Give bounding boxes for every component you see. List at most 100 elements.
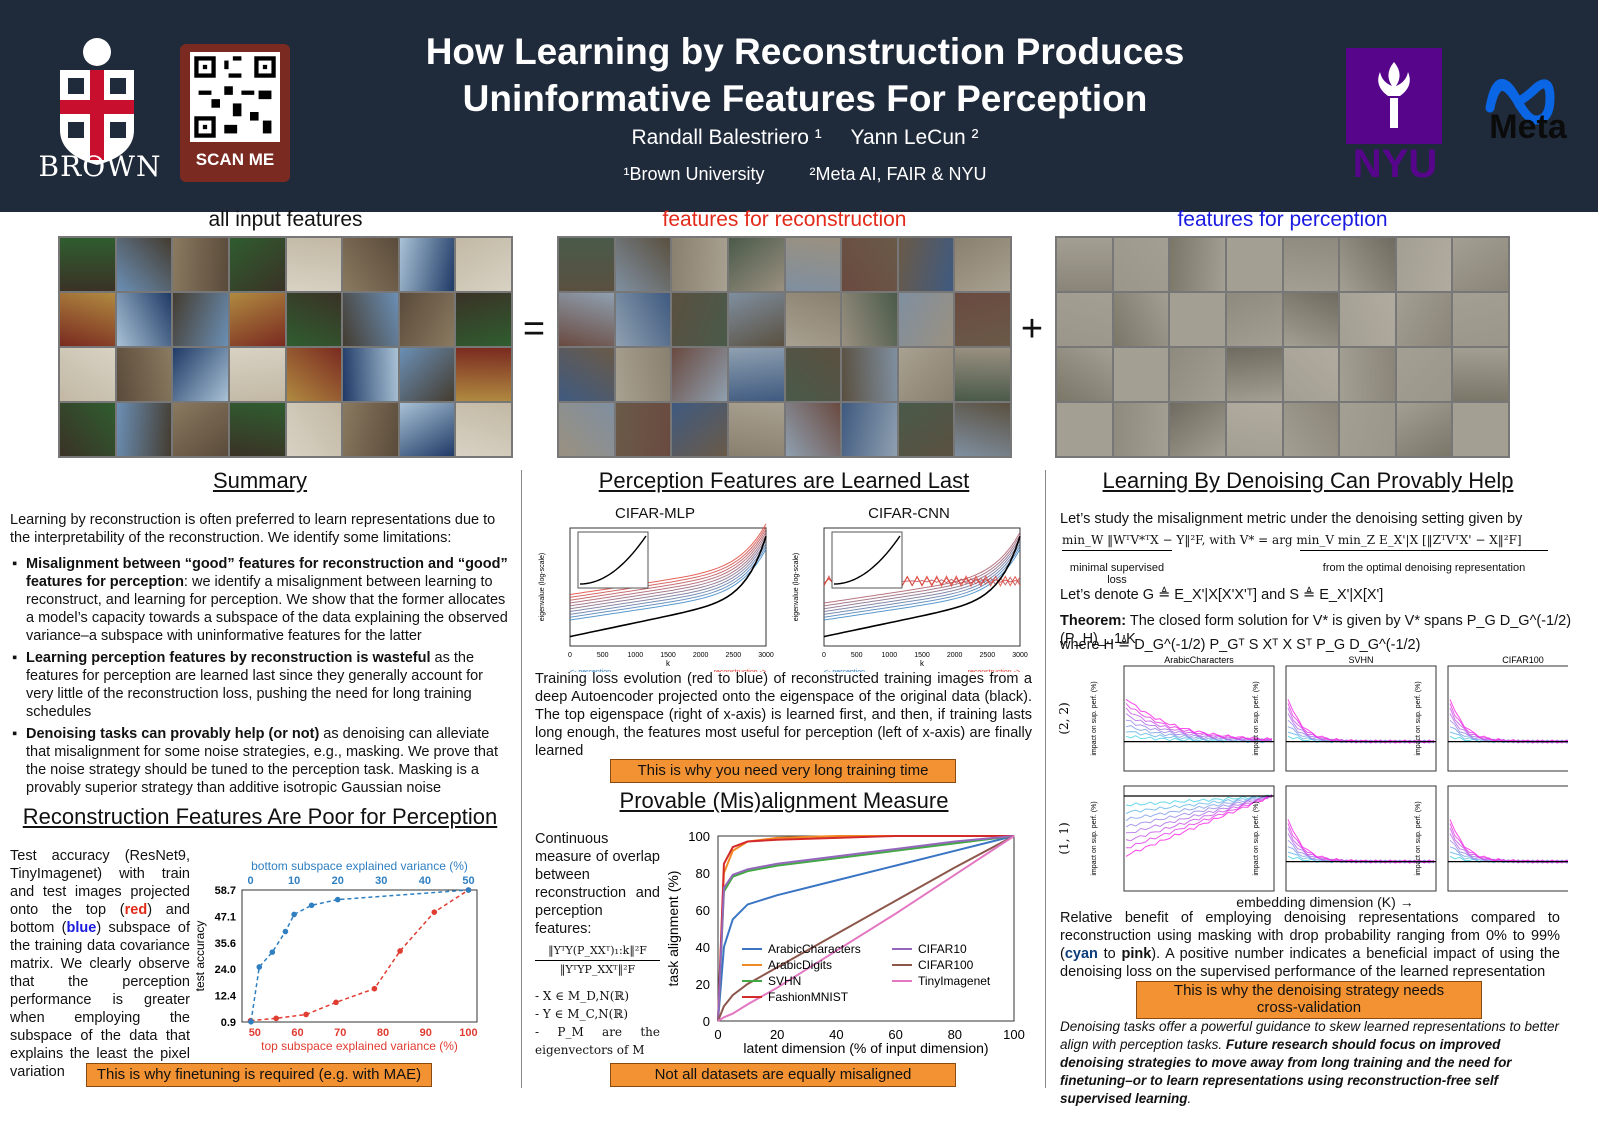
acc-data-point <box>269 949 276 955</box>
theorem-line: Theorem: The closed form solution for V*… <box>1060 613 1572 647</box>
sm-curve <box>1287 819 1435 864</box>
qr-code[interactable]: SCAN ME <box>180 44 290 182</box>
recon-feature-tile <box>785 348 841 401</box>
align-series-line <box>717 835 1015 1022</box>
acc-data-point <box>303 1011 309 1018</box>
percep-feature-tile <box>1170 293 1225 346</box>
misaligned-callout: Not all datasets are equally misaligned <box>610 1063 956 1087</box>
sm-curve <box>1449 707 1568 744</box>
eigen-inset-curve <box>833 535 901 585</box>
recon-feature-tile <box>559 238 614 291</box>
input-image-tile <box>229 293 285 346</box>
acc-data-point <box>371 985 378 992</box>
percep-feature-tile <box>1226 348 1282 401</box>
input-image-tile <box>173 348 228 401</box>
cross-validation-callout: This is why the denoising strategy needs… <box>1136 981 1482 1019</box>
embedding-dim-label: embedding dimension (K) → <box>1236 894 1414 910</box>
acc-data-point <box>431 909 438 915</box>
eigen-x-tick: 500 <box>597 652 609 659</box>
recon-feature-tile <box>955 238 1010 291</box>
eigen-right-hint: reconstruction -> <box>714 669 766 672</box>
recon-feature-tile <box>785 238 841 291</box>
percep-feature-tile <box>1170 238 1225 291</box>
recon-feature-tile <box>672 403 727 456</box>
acc-data-point <box>291 911 297 918</box>
percep-features-grid <box>1055 236 1510 458</box>
recon-feature-tile <box>898 238 954 291</box>
recon-feature-tile <box>842 238 897 291</box>
acc-y-tick: 47.1 <box>215 911 236 923</box>
acc-x-label: top subspace explained variance (%) <box>261 1039 458 1053</box>
sm-column-title: SVHN <box>1348 655 1373 665</box>
acc-x-tick: 80 <box>377 1027 389 1039</box>
summary-body: Learning by reconstruction is often pref… <box>10 511 510 801</box>
input-image-tile <box>399 403 455 456</box>
input-image-tile <box>229 348 285 401</box>
long-training-callout: This is why you need very long training … <box>610 759 956 783</box>
sm-curve <box>1449 827 1568 864</box>
sm-y-label: impact on sup. perf. (%) <box>1253 681 1260 755</box>
eigen-training-curve <box>823 546 1021 618</box>
align-series-line <box>717 835 1015 1022</box>
eigen-x-tick: 1500 <box>660 652 676 659</box>
input-image-tile <box>456 403 511 456</box>
sm-y-label: impact on sup. perf. (%) <box>1091 801 1098 875</box>
affiliation-1: ¹Brown University <box>623 164 765 184</box>
input-image-tile <box>343 403 398 456</box>
recon-feature-tile <box>955 348 1010 401</box>
recon-feature-tile <box>728 293 784 346</box>
input-image-tile <box>399 348 455 401</box>
percep-feature-tile <box>1283 403 1339 456</box>
sm-panel-frame <box>1123 785 1275 892</box>
input-image-tile <box>173 403 228 456</box>
percep-feature-tile <box>1057 293 1112 346</box>
recon-feature-tile <box>955 403 1010 456</box>
input-image-tile <box>343 293 398 346</box>
align-x-tick: 80 <box>948 1027 962 1042</box>
eigen-training-curve <box>569 526 767 598</box>
misalignment-desc: Continuous measure of overlap between re… <box>535 831 660 937</box>
affiliations: ¹Brown University ²Meta AI, FAIR & NYU <box>330 164 1280 185</box>
align-series-line <box>717 835 1015 1022</box>
acc-x2-tick: 0 <box>247 875 253 887</box>
align-x-tick: 100 <box>1003 1027 1025 1042</box>
legend-label: ArabicCharacters <box>768 942 861 956</box>
eigen-training-curve <box>569 529 767 601</box>
eigen-x-tick: 2000 <box>693 652 709 659</box>
eigen-plot-frame <box>823 527 1021 647</box>
recon-feature-tile <box>842 293 897 346</box>
eigen-x-tick: 0 <box>822 652 826 659</box>
acc-y-tick: 0.9 <box>221 1017 236 1029</box>
input-image-tile <box>173 293 228 346</box>
percep-feature-tile <box>1057 348 1112 401</box>
recon-feature-tile <box>615 238 671 291</box>
denoising-title: Learning By Denoising Can Provably Help <box>1102 468 1514 493</box>
underbrace-2 <box>1300 550 1548 551</box>
input-image-tile <box>60 293 115 346</box>
eigen-x-tick: 500 <box>851 652 863 659</box>
input-image-tile <box>456 238 511 291</box>
eigen-inset-box <box>577 531 649 589</box>
sm-row-label: (1, 1) <box>1058 822 1071 854</box>
acc-x2-tick: 50 <box>462 875 474 887</box>
eigen-training-curve <box>823 540 1021 612</box>
align-x-tick: 20 <box>770 1027 784 1042</box>
align-y-label: task alignment (%) <box>665 871 681 987</box>
task-alignment-chart: 0 20 40 60 80 100 0 20 40 60 80 100 latent dimension… <box>665 829 1025 1056</box>
align-series-line <box>717 835 1014 1022</box>
input-image-tile <box>456 348 511 401</box>
eigen-x-tick: 2500 <box>726 652 742 659</box>
input-image-tile <box>399 293 455 346</box>
learned-last-title: Perception Features are Learned Last <box>598 468 970 493</box>
percep-feature-tile <box>1226 403 1282 456</box>
recon-feature-tile <box>672 238 727 291</box>
misalignment-text: Continuous measure of overlap between re… <box>535 830 660 1059</box>
sm-panel-frame <box>1123 665 1275 772</box>
recon-feature-tile <box>615 293 671 346</box>
poster-title: How Learning by Reconstruction Produces … <box>425 31 1185 119</box>
acc-x2-label: bottom subspace explained variance (%) <box>251 859 468 873</box>
recon-feature-tile <box>728 238 784 291</box>
formula-denominator: ‖YᵀYP_XXᵀ‖²F <box>559 963 636 976</box>
recon-feature-tile <box>785 403 841 456</box>
acc-data-point <box>333 999 339 1006</box>
